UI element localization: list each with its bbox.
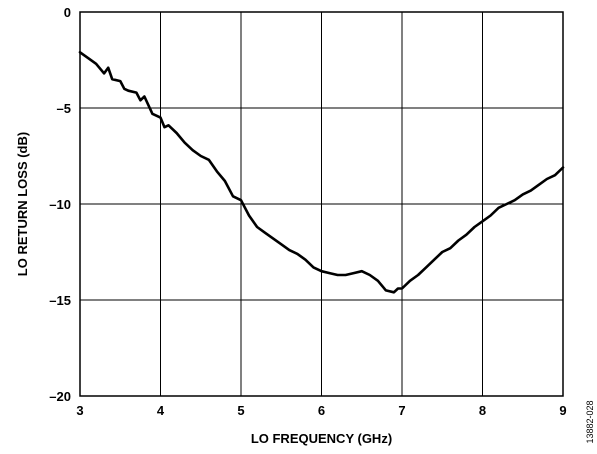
y-tick-label: –15 (49, 293, 71, 308)
y-tick-label: –5 (57, 101, 71, 116)
x-tick-label: 9 (559, 403, 566, 418)
figure-id-label: 13882-028 (585, 400, 595, 443)
x-tick-label: 7 (398, 403, 405, 418)
y-tick-label: 0 (64, 5, 71, 20)
x-tick-label: 4 (157, 403, 165, 418)
y-tick-label: –10 (49, 197, 71, 212)
x-axis-title: LO FREQUENCY (GHz) (251, 431, 392, 446)
plot-frame (79, 11, 564, 397)
series-line-return-loss (78, 51, 565, 294)
x-tick-label: 5 (237, 403, 244, 418)
y-axis-title: LO RETURN LOSS (dB) (15, 132, 30, 276)
y-tick-label: –20 (49, 389, 71, 404)
x-tick-label: 8 (479, 403, 486, 418)
x-tick-label: 6 (318, 403, 325, 418)
x-tick-label: 3 (76, 403, 83, 418)
x-tick-labels: 3 4 5 6 7 8 9 (76, 403, 566, 418)
y-tick-labels: 0 –5 –10 –15 –20 (49, 5, 71, 404)
grid-lines (79, 11, 564, 397)
